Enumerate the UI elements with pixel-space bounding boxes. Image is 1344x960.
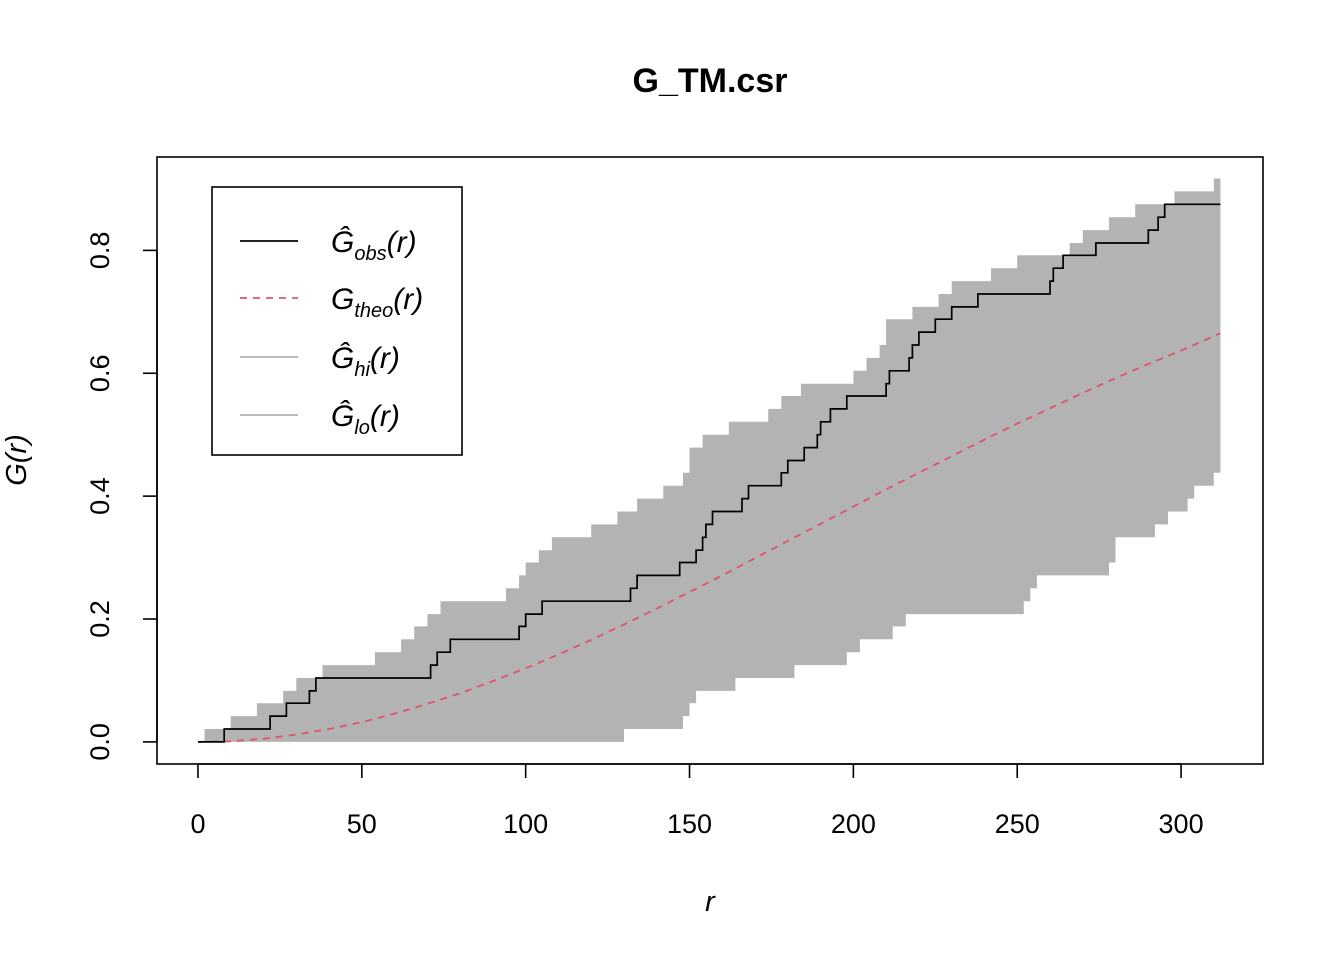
x-axis: 0 50 100 150 200 250 300: [190, 763, 1204, 839]
legend-entry-obs: Ĝobs(r): [240, 225, 417, 265]
x-tick-label: 250: [995, 809, 1040, 839]
envelope-band: [198, 178, 1221, 742]
legend-label: Gtheo(r): [331, 283, 423, 322]
series-line-theo: [197, 332, 1221, 743]
x-tick-label: 50: [347, 809, 377, 839]
x-tick-label: 100: [503, 809, 548, 839]
legend-label: Ĝlo(r): [331, 399, 400, 439]
x-axis-label: r: [705, 886, 716, 918]
series-line-obs: [198, 203, 1221, 743]
x-tick-label: 150: [667, 809, 712, 839]
y-tick-label: 0.6: [85, 355, 115, 393]
x-tick-label: 300: [1159, 809, 1204, 839]
plot-area: [156, 156, 1264, 765]
legend-box: [211, 186, 463, 456]
legend-label: Ĝhi(r): [331, 341, 400, 381]
x-tick-label: 200: [831, 809, 876, 839]
y-axis-label: G(r): [1, 434, 33, 486]
legend-entry-lo: Ĝlo(r): [240, 399, 400, 439]
legend-entry-hi: Ĝhi(r): [240, 341, 400, 381]
y-tick-label: 0.2: [85, 600, 115, 638]
chart-title: G_TM.csr: [633, 62, 788, 100]
legend-label: Ĝobs(r): [331, 225, 417, 265]
y-tick-label: 0.0: [85, 723, 115, 761]
y-axis: 0.0 0.2 0.4 0.6 0.8: [85, 232, 158, 761]
x-tick-label: 0: [190, 809, 205, 839]
series-layer: [197, 203, 1221, 743]
y-tick-label: 0.4: [85, 477, 115, 515]
y-tick-label: 0.8: [85, 232, 115, 270]
legend-entry-theo: Gtheo(r): [240, 283, 423, 322]
legend: Ĝobs(r) Gtheo(r) Ĝhi(r) Ĝlo(r): [211, 186, 463, 456]
